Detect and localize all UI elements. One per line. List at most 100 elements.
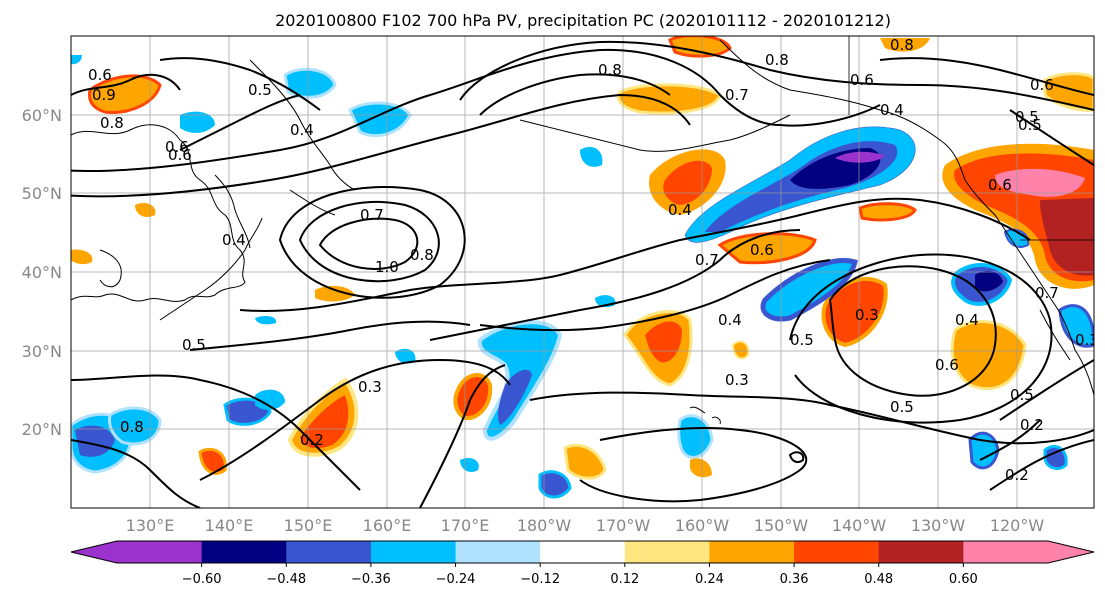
precip-pos-150e-2 xyxy=(300,395,349,449)
contour-label: 0.8 xyxy=(120,418,144,436)
contour-label: 1.0 xyxy=(375,258,399,276)
map-frame xyxy=(70,35,1095,509)
contour-23 xyxy=(159,57,321,111)
colorbar-tick-label: 0.60 xyxy=(949,572,978,587)
contour-label: 0.2 xyxy=(1020,416,1044,434)
contour-label: 0.2 xyxy=(300,431,324,449)
colorbar-outline xyxy=(70,540,1095,564)
precip-neg-160e-33n xyxy=(255,315,277,325)
lon-label: 140°W xyxy=(832,516,887,535)
contour-6 xyxy=(459,40,1094,111)
coast-korea xyxy=(99,249,122,288)
precip-pos-137e xyxy=(198,447,227,475)
contour-label: 0.7 xyxy=(725,86,749,104)
contour-4 xyxy=(71,48,881,172)
contour-label: 0.5 xyxy=(1010,386,1034,404)
precip-neg-kamchatka xyxy=(283,67,337,99)
lon-label: 130°E xyxy=(126,516,175,535)
contour-label: 0.7 xyxy=(1035,284,1059,302)
coast-namerica xyxy=(1024,259,1094,396)
contour-label: 0.6 xyxy=(165,138,189,156)
precip-neg-180-45n xyxy=(580,146,603,167)
contour-label: 0.3 xyxy=(358,378,382,396)
contour-20 xyxy=(999,359,1094,421)
precip-pos-145w-30n xyxy=(731,340,750,360)
contour-18 xyxy=(579,427,808,503)
precip-pos-145w xyxy=(858,202,917,222)
contour-label: 0.5 xyxy=(1015,108,1039,126)
contour-12 xyxy=(828,265,997,397)
colorbar-tick-label: −0.48 xyxy=(266,572,306,587)
lat-label: 20°N xyxy=(22,420,62,439)
precip-pos-175w xyxy=(563,443,607,480)
contour-26 xyxy=(1009,109,1094,166)
coast-asia xyxy=(71,124,246,302)
contour-label: 0.4 xyxy=(222,231,246,249)
precip-neg-okhotsk xyxy=(180,111,215,133)
precip-pos-130w-30n xyxy=(950,320,1027,391)
pv-contours xyxy=(71,40,1094,508)
lon-label: 130°W xyxy=(911,516,966,535)
contour-label: 0.8 xyxy=(598,61,622,79)
precip-neg-125w-15n xyxy=(1043,445,1068,470)
precip-pos-170w-2 xyxy=(645,321,682,363)
contour-label: 0.8 xyxy=(765,51,789,69)
coast-baja xyxy=(1039,309,1071,361)
colorbar-extend-low xyxy=(71,541,117,563)
contour-label: 0.6 xyxy=(988,176,1012,194)
lat-axis: 60°N 50°N 40°N 30°N 20°N xyxy=(22,106,62,439)
precip-pos-westcoast-3 xyxy=(1040,198,1094,276)
contour-label: 0.4 xyxy=(955,311,979,329)
contour-label: 0.6 xyxy=(88,66,112,84)
lon-label: 150°E xyxy=(284,516,333,535)
contour-7 xyxy=(479,73,671,116)
lon-label: 180°W xyxy=(517,516,572,535)
coast-aleutians xyxy=(519,114,791,152)
lat-label: 60°N xyxy=(22,106,62,125)
precip-neg-alaska-4 xyxy=(835,151,885,163)
contour-label: 0.2 xyxy=(1005,466,1029,484)
colorbar: −0.60 −0.48 −0.36 −0.24 −0.12 0.12 0.24 0.36 0.4… xyxy=(70,540,1095,587)
contour-label: 0.4 xyxy=(668,201,692,219)
colorbar-swatch xyxy=(540,541,626,563)
colorbar-tick-label: −0.24 xyxy=(436,572,476,587)
precip-pos-155w xyxy=(717,232,817,265)
contour-label: 0.6 xyxy=(750,241,774,259)
contour-label: 0.6 xyxy=(850,71,874,89)
precip-neg-se xyxy=(1058,304,1094,348)
colorbar-tick-label: 0.48 xyxy=(864,572,893,587)
contour-label: 0.4 xyxy=(880,101,904,119)
precip-neg-163e-28n xyxy=(395,348,416,364)
colorbar-tick-label: 0.12 xyxy=(610,572,639,587)
coast-hawaii xyxy=(689,406,721,425)
contour-label: 0.5 xyxy=(890,398,914,416)
precip-neg-wpac-4 xyxy=(255,389,285,410)
contour-2 xyxy=(298,201,440,283)
contour-label: 0.3 xyxy=(1075,331,1099,349)
contour-5 xyxy=(71,93,691,198)
colorbar-swatch xyxy=(201,541,287,563)
contour-21 xyxy=(989,439,1094,491)
contour-label: 0.7 xyxy=(360,206,384,224)
contour-label: 0.8 xyxy=(410,246,434,264)
contour-19 xyxy=(71,439,201,508)
precip-neg-70n-120e xyxy=(71,55,82,65)
precip-neg-wpac-1b xyxy=(75,425,115,457)
contour-labels: 0.6 0.9 0.8 0.5 0.4 0.6 0.4 0.5 0.7 0.6 … xyxy=(88,36,1099,484)
contour-24 xyxy=(179,94,301,151)
contour-label: 0.5 xyxy=(248,81,272,99)
lon-label: 170°E xyxy=(441,516,490,535)
contour-28 xyxy=(788,451,805,464)
contour-label: 0.7 xyxy=(695,251,719,269)
contour-label: 0.5 xyxy=(790,331,814,349)
colorbar-swatch xyxy=(370,541,457,563)
contour-8 xyxy=(239,197,1031,312)
colorbar-tick-label: −0.36 xyxy=(351,572,391,587)
coast-japan xyxy=(159,174,263,321)
precip-pos-top-3 xyxy=(88,74,162,115)
lat-label: 40°N xyxy=(22,263,62,282)
lon-label: 160°W xyxy=(675,516,730,535)
colorbar-swatch xyxy=(286,541,372,563)
contour-11 xyxy=(479,259,831,332)
coast-kuril xyxy=(289,189,336,216)
